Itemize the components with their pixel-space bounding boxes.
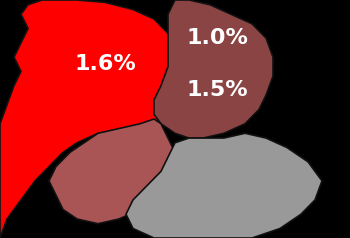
Polygon shape xyxy=(0,0,189,238)
Polygon shape xyxy=(154,0,273,138)
Text: 1.6%: 1.6% xyxy=(74,54,136,74)
Polygon shape xyxy=(49,119,175,224)
Polygon shape xyxy=(126,133,322,238)
Text: 1.0%: 1.0% xyxy=(186,28,248,48)
Text: 1.5%: 1.5% xyxy=(186,80,248,100)
